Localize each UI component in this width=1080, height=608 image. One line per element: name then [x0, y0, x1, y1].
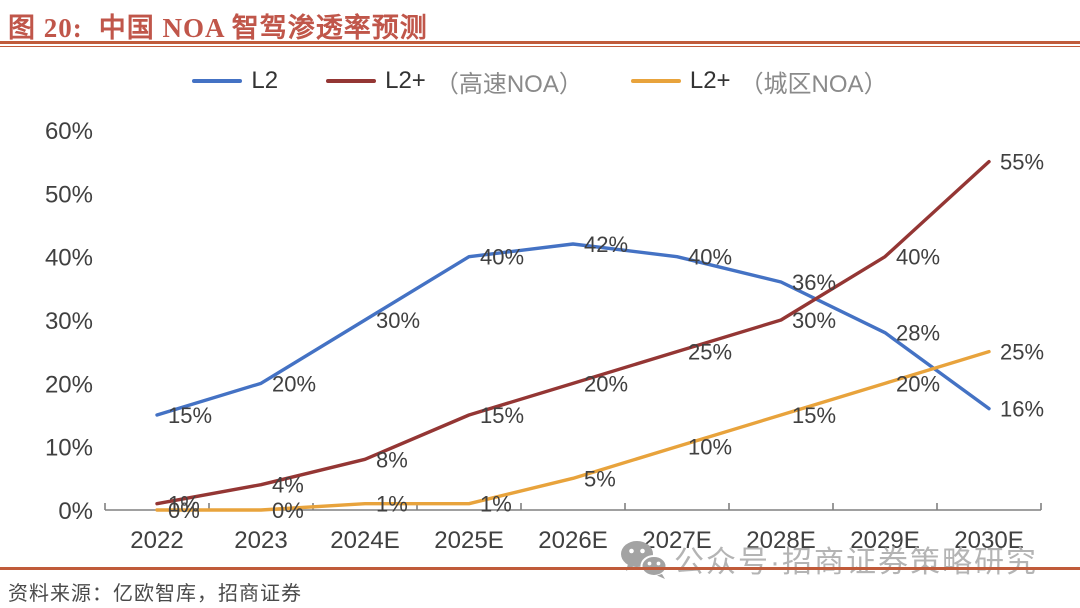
data-label: 8%	[376, 447, 408, 472]
data-label: 1%	[168, 492, 200, 517]
chart-legend: L2 L2+ （高速NOA） L2+ （城区NOA）	[0, 64, 1080, 98]
y-tick-label: 50%	[45, 181, 93, 208]
data-label: 5%	[584, 466, 616, 491]
x-tick-label: 2024E	[330, 527, 399, 554]
data-label: 1%	[480, 492, 512, 517]
legend-label-detail: （城区NOA）	[739, 70, 888, 98]
legend-label: L2+	[385, 67, 426, 94]
data-label: 0%	[168, 498, 200, 523]
source-note: 资料来源：亿欧智库，招商证券	[8, 583, 302, 605]
legend-label: L2	[251, 67, 279, 94]
legend-label: L2+	[689, 67, 731, 94]
data-label: 40%	[896, 245, 940, 270]
footer-divider	[0, 567, 1080, 570]
data-label: 40%	[480, 245, 524, 270]
y-tick-label: 10%	[45, 435, 93, 462]
data-label: 30%	[792, 308, 836, 333]
data-label: 20%	[896, 371, 940, 396]
data-label: 0%	[272, 498, 304, 523]
data-label: 28%	[896, 321, 940, 346]
title-divider	[0, 41, 1080, 47]
data-label: 25%	[688, 340, 732, 365]
x-tick-label: 2028E	[746, 527, 815, 554]
x-tick-label: 2027E	[642, 527, 711, 554]
data-label: 10%	[688, 435, 732, 460]
legend-item-l2: L2	[192, 67, 278, 95]
data-label: 25%	[1000, 340, 1044, 365]
legend-line-swatch	[192, 79, 243, 83]
x-tick-label: 2025E	[434, 527, 503, 554]
watermark: 公众号·招商证券策略研究	[620, 537, 1038, 581]
series-line-l2	[155, 242, 991, 417]
data-label: 30%	[376, 308, 420, 333]
data-label: 42%	[584, 232, 628, 257]
series-line-l2noa	[155, 159, 991, 506]
x-tick-label: 2023	[234, 527, 287, 554]
x-tick-label: 2029E	[850, 527, 919, 554]
data-label: 20%	[584, 371, 628, 396]
data-label: 15%	[480, 403, 524, 428]
y-tick-label: 60%	[45, 118, 93, 145]
data-label: 16%	[1000, 397, 1044, 422]
legend-item-l2plus-highway-noa: L2+ （高速NOA）	[326, 64, 583, 99]
data-label: 15%	[168, 403, 212, 428]
x-tick-label: 2030E	[954, 527, 1023, 554]
legend-line-swatch	[326, 79, 377, 83]
figure-title: 图 20: 中国 NOA 智驾渗透率预测	[8, 6, 428, 45]
watermark-text: 公众号·招商证券策略研究	[674, 546, 1038, 579]
series-line-l2noa	[155, 349, 991, 512]
legend-label-detail: （高速NOA）	[434, 70, 583, 98]
wechat-icon	[621, 541, 668, 579]
data-label: 1%	[376, 492, 408, 517]
y-tick-label: 20%	[45, 371, 93, 398]
legend-line-swatch	[630, 79, 681, 83]
data-label: 40%	[688, 245, 732, 270]
figure-title-text: 中国 NOA 智驾渗透率预测	[98, 13, 428, 43]
legend-item-l2plus-urban-noa: L2+ （城区NOA）	[630, 64, 888, 99]
y-tick-label: 0%	[58, 498, 93, 525]
data-label: 4%	[272, 473, 304, 498]
figure-number: 图 20:	[8, 13, 83, 43]
y-tick-label: 30%	[45, 308, 93, 335]
y-tick-label: 40%	[45, 245, 93, 272]
data-label: 15%	[792, 403, 836, 428]
x-tick-label: 2022	[130, 527, 183, 554]
x-tick-label: 2026E	[538, 527, 607, 554]
data-label: 36%	[792, 270, 836, 295]
data-label: 20%	[272, 371, 316, 396]
data-label: 55%	[1000, 150, 1044, 175]
